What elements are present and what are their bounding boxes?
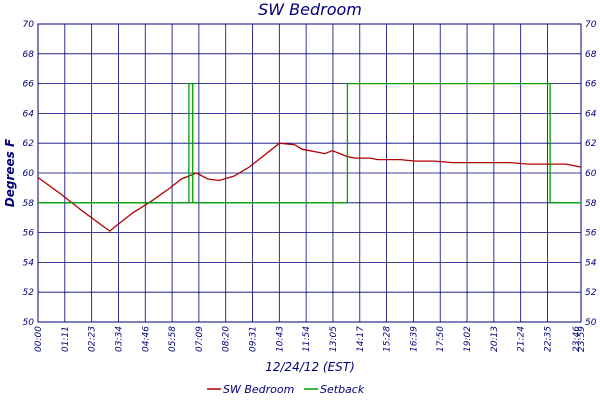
y-tick-label-right: 54 (585, 258, 597, 268)
y-tick-label: 60 (23, 169, 35, 179)
y-tick-label: 52 (23, 288, 35, 298)
x-tick-label: 08:20 (222, 326, 232, 352)
series-line (37, 142, 582, 232)
y-tick-label-right: 60 (585, 169, 597, 179)
x-axis-label: 12/24/12 (EST) (265, 360, 355, 374)
y-tick-label-right: 56 (585, 229, 597, 239)
x-tick-label: 01:11 (61, 326, 71, 352)
y-tick-label: 66 (23, 80, 35, 90)
grid-lines (38, 24, 581, 322)
x-tick-label: 07:09 (195, 326, 205, 352)
y-axis-right-ticks: 50 52 54 56 58 60 62 64 66 68 70 (585, 20, 597, 328)
y-tick-label: 62 (23, 139, 35, 149)
x-tick-label: 22:35 (543, 326, 553, 352)
x-axis-ticks: 00:00 01:11 02:23 03:34 04:46 05:58 07:09 08:20… (34, 326, 587, 352)
chart-title: SW Bedroom (258, 0, 362, 19)
legend-label: SW Bedroom (223, 383, 294, 396)
x-tick-label: 11:54 (302, 326, 312, 352)
x-tick-label: 03:34 (114, 326, 124, 352)
y-tick-label-right: 62 (585, 139, 597, 149)
y-tick-label-right: 70 (585, 20, 597, 30)
x-tick-label: 09:31 (249, 326, 259, 352)
y-tick-label: 68 (23, 50, 35, 60)
legend-label: Setback (320, 383, 365, 396)
y-tick-label-right: 66 (585, 80, 597, 90)
x-tick-label: 04:46 (141, 326, 151, 352)
x-tick-label: 00:00 (34, 326, 44, 352)
x-tick-label: 20:13 (490, 326, 500, 352)
y-tick-label: 50 (23, 318, 35, 328)
y-axis-label: Degrees F (3, 138, 17, 207)
y-axis-left-ticks: 50 52 54 56 58 60 62 64 66 68 70 (23, 20, 35, 328)
x-tick-label: 17:50 (436, 326, 446, 352)
y-tick-label: 64 (23, 109, 35, 119)
series-line (38, 82, 581, 204)
x-tick-label: 19:02 (463, 326, 473, 352)
y-tick-label-right: 68 (585, 50, 597, 60)
x-tick-label: 16:39 (409, 326, 419, 352)
y-tick-label-right: 50 (585, 318, 597, 328)
y-tick-label: 54 (23, 258, 35, 268)
x-tick-label: 23:59 (577, 326, 587, 352)
y-tick-label-right: 52 (585, 288, 597, 298)
y-tick-label: 56 (23, 229, 35, 239)
x-tick-label: 10:43 (275, 326, 285, 352)
x-tick-label: 23:46 (572, 326, 582, 352)
x-tick-label: 13:05 (329, 326, 339, 352)
series-lines (37, 82, 582, 232)
y-tick-label-right: 58 (585, 199, 597, 209)
y-tick-label: 58 (23, 199, 35, 209)
legend: SW Bedroom Setback (207, 383, 365, 396)
x-tick-label: 14:17 (356, 326, 366, 352)
x-tick-label: 05:58 (168, 326, 178, 352)
y-tick-label-right: 64 (585, 109, 597, 119)
x-tick-label: 21:24 (517, 326, 527, 352)
plot-area (37, 23, 582, 323)
x-tick-label: 02:23 (88, 326, 98, 352)
x-tick-label: 15:28 (383, 326, 393, 352)
y-tick-label: 70 (23, 20, 35, 30)
